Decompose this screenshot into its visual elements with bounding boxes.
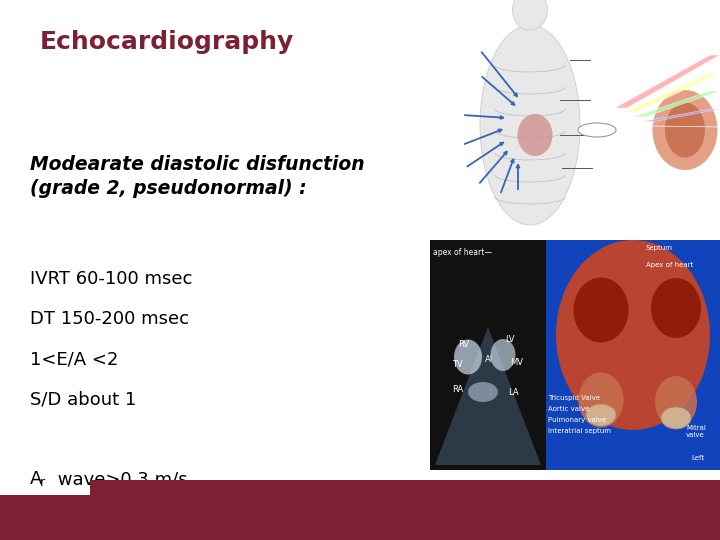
Text: Echocardiography: Echocardiography — [40, 30, 294, 54]
Ellipse shape — [578, 373, 624, 428]
Text: LV: LV — [505, 335, 515, 344]
Text: LA: LA — [508, 388, 518, 397]
Text: wave>0.3 m/s: wave>0.3 m/s — [52, 470, 188, 488]
Ellipse shape — [586, 404, 616, 426]
Text: AI: AI — [485, 355, 493, 364]
Ellipse shape — [556, 240, 710, 430]
Ellipse shape — [490, 339, 516, 371]
Bar — [430, 240, 720, 470]
Text: Modearate diastolic disfunction
(grade 2, pseudonormal) :: Modearate diastolic disfunction (grade 2… — [30, 155, 364, 198]
Ellipse shape — [518, 114, 552, 156]
Ellipse shape — [480, 25, 580, 225]
Text: 1<E/A <2: 1<E/A <2 — [30, 350, 118, 368]
Polygon shape — [624, 73, 720, 112]
Text: DT 150-200 msec: DT 150-200 msec — [30, 310, 189, 328]
Text: Apex of heart: Apex of heart — [646, 262, 693, 268]
Ellipse shape — [574, 278, 629, 342]
Text: IVRT 60-100 msec: IVRT 60-100 msec — [30, 270, 192, 288]
Ellipse shape — [454, 340, 482, 375]
Polygon shape — [651, 126, 720, 127]
Ellipse shape — [655, 376, 697, 428]
Ellipse shape — [661, 407, 691, 429]
Text: TV: TV — [452, 360, 463, 369]
Ellipse shape — [651, 278, 701, 338]
Bar — [0, 495, 720, 540]
Text: Tricuspid Valve: Tricuspid Valve — [548, 395, 600, 401]
Polygon shape — [633, 91, 720, 117]
Text: r: r — [40, 476, 45, 489]
Bar — [90, 480, 720, 495]
Text: RV: RV — [458, 340, 469, 349]
Ellipse shape — [468, 382, 498, 402]
Text: Left: Left — [691, 455, 704, 461]
Bar — [430, 240, 546, 470]
Ellipse shape — [652, 90, 718, 170]
Ellipse shape — [513, 0, 547, 30]
Text: Mitral
valve: Mitral valve — [686, 425, 706, 438]
Text: RA: RA — [452, 385, 463, 394]
Polygon shape — [435, 327, 541, 465]
Text: Interatrial septum: Interatrial septum — [548, 428, 611, 434]
Polygon shape — [615, 55, 720, 108]
Ellipse shape — [665, 103, 705, 158]
Ellipse shape — [578, 123, 616, 137]
Text: Aortic valve: Aortic valve — [548, 406, 590, 412]
Text: Pulmonary valve: Pulmonary valve — [548, 417, 606, 423]
Polygon shape — [642, 109, 720, 122]
Text: Septum: Septum — [646, 245, 673, 251]
Text: S/D about 1: S/D about 1 — [30, 390, 136, 408]
Text: MV: MV — [510, 358, 523, 367]
Text: apex of heart—: apex of heart— — [433, 248, 492, 257]
Text: A: A — [30, 470, 42, 488]
